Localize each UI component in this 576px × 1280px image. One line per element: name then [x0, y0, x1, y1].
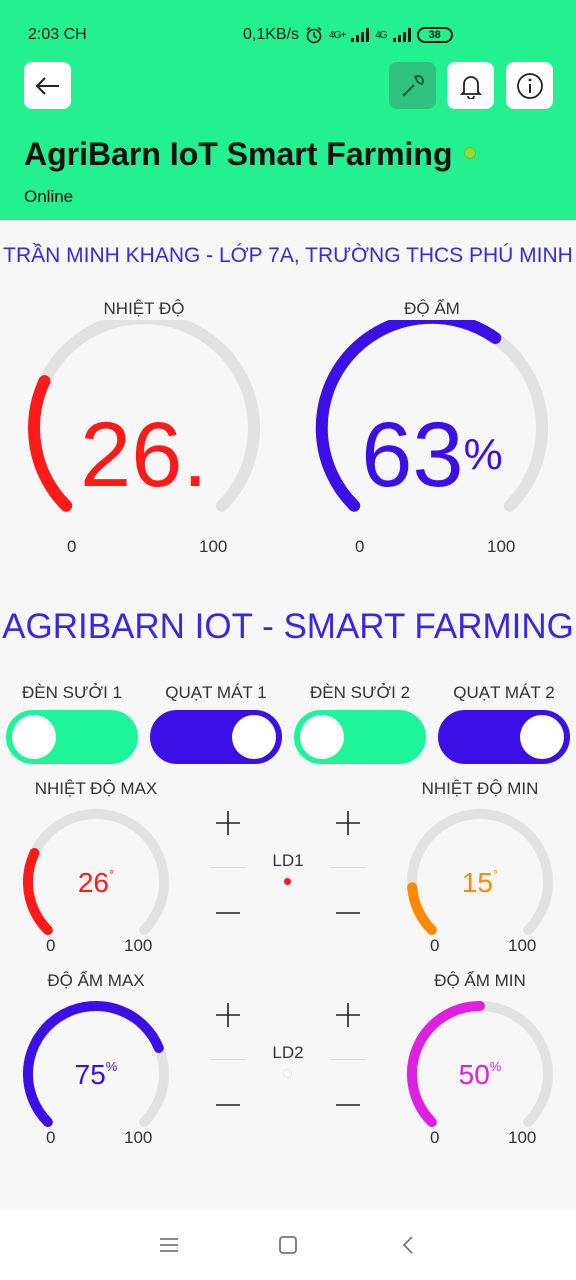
system-nav-bar [0, 1210, 576, 1280]
gauge-value-text: 26 [77, 867, 109, 898]
gauge-value-humidity: 63% [332, 405, 532, 505]
gauge-value-temperature: 26. [44, 405, 244, 505]
gauge-value-hum-max: 75% [46, 1059, 146, 1091]
network-speed: 0,1KB/s [243, 26, 300, 43]
toggle-knob [300, 715, 344, 759]
gauge-max-label: 100 [487, 537, 516, 556]
gauge-value-hum-min: 50% [430, 1059, 530, 1091]
author-subtitle: TRẦN MINH KHANG - LỚP 7A, TRƯỜNG THCS PH… [3, 244, 573, 267]
minus-icon[interactable] [333, 898, 363, 928]
gauge-fill-humidity [315, 320, 502, 512]
stepper-divider [210, 1059, 246, 1060]
signal-icon [351, 28, 370, 42]
gauge-min-label: 0 [46, 1128, 56, 1147]
signal-label-2: 4G [375, 29, 387, 41]
gauge-unit: ° [108, 867, 115, 882]
status-icons: 0,1KB/s 4G+ 4G 38 [243, 26, 453, 44]
plus-icon[interactable] [333, 1000, 363, 1030]
gauge-label-temperature: NHIỆT ĐỘ [103, 299, 185, 318]
signal-label-1: 4G+ [329, 29, 346, 41]
toggle-fan-2[interactable] [438, 710, 570, 764]
arrow-left-icon [35, 76, 59, 95]
gauge-unit: % [105, 1059, 118, 1074]
back-button[interactable] [24, 62, 71, 109]
gauge-label-temp-max: NHIỆT ĐỘ MAX [34, 779, 158, 798]
gauge-label-humidity: ĐỘ ẨM [404, 299, 460, 318]
gauge-max-label: 100 [508, 1128, 537, 1147]
led-indicator-ld2 [283, 1069, 292, 1078]
gauge-min-label: 0 [355, 537, 365, 556]
info-button[interactable] [506, 62, 553, 109]
minus-icon[interactable] [333, 1090, 363, 1120]
gauge-min-label: 0 [67, 537, 77, 556]
info-icon [516, 72, 543, 99]
status-time: 2:03 CH [28, 26, 87, 43]
gauge-unit: ° [492, 867, 499, 882]
gauge-label-hum-max: ĐỘ ẨM MAX [47, 971, 145, 990]
battery-indicator: 38 [416, 27, 453, 43]
plus-icon[interactable] [213, 1000, 243, 1030]
minus-icon[interactable] [213, 898, 243, 928]
gauge-max-label: 100 [508, 936, 537, 955]
gauge-value-temp-max: 26° [46, 867, 146, 899]
toggle-fan-1[interactable] [150, 710, 282, 764]
gauge-min-label: 0 [430, 936, 440, 955]
gauge-max-label: 100 [199, 537, 228, 556]
gauge-value-temp-min: 15° [430, 867, 530, 899]
toggle-knob [232, 715, 276, 759]
toggle-heater-1[interactable] [6, 710, 138, 764]
toggle-label: QUẠT MÁT 2 [453, 683, 555, 702]
large-gauges [28, 320, 548, 512]
gauge-value-text: 63 [361, 404, 464, 506]
gauge-max-label: 100 [124, 1128, 153, 1147]
status-bar: 2:03 CH 0,1KB/s 4G+ 4G 38 [0, 22, 576, 48]
section-title: AGRIBARN IOT - SMART FARMING [2, 607, 574, 646]
stepper-divider [210, 867, 246, 868]
app-title: AgriBarn IoT Smart Farming [24, 136, 453, 172]
gauge-unit: % [489, 1059, 502, 1074]
led-label: LD1 [272, 851, 304, 870]
toggle-label: ĐÈN SƯỞI 2 [310, 683, 410, 702]
gauge-label-hum-min: ĐỘ ẨM MIN [434, 971, 526, 990]
stepper-divider [330, 1059, 366, 1060]
gauge-value-text: 75 [74, 1059, 106, 1090]
gauge-min-label: 0 [430, 1128, 440, 1147]
signal-icon [392, 28, 411, 42]
led-indicator-ld1 [284, 878, 291, 885]
gauge-value-text: 15 [461, 867, 493, 898]
led-label: LD2 [272, 1043, 304, 1062]
online-indicator [464, 147, 476, 159]
plus-icon[interactable] [333, 808, 363, 838]
gauge-value-text: 26. [80, 404, 208, 506]
stepper-divider [330, 867, 366, 868]
gauge-unit: % [463, 430, 503, 479]
toggle-knob [520, 715, 564, 759]
home-icon[interactable] [278, 1235, 298, 1255]
notifications-button[interactable] [447, 62, 494, 109]
alarm-icon [306, 26, 322, 44]
app-header: 2:03 CH 0,1KB/s 4G+ 4G 38 AgriBarn IoT S… [0, 0, 576, 220]
gauge-max-label: 100 [124, 936, 153, 955]
bell-icon [459, 75, 482, 99]
gauge-fill-temperature [28, 375, 73, 512]
small-gauges [22, 809, 553, 1128]
gauge-min-label: 0 [46, 936, 56, 955]
gauge-fill-temp-min [407, 882, 437, 936]
connection-status: Online [24, 187, 74, 206]
gauge-value-text: 50 [458, 1059, 490, 1090]
toggle-label: QUẠT MÁT 1 [165, 683, 267, 702]
gauge-fill-temp-max [23, 848, 53, 936]
gauge-fill-hum-min [406, 1001, 485, 1128]
toggle-heater-2[interactable] [294, 710, 426, 764]
back-nav-icon[interactable] [400, 1235, 416, 1255]
gauge-fill-hum-max [22, 1001, 164, 1128]
settings-button[interactable] [389, 62, 436, 109]
gauge-label-temp-min: NHIỆT ĐỘ MIN [421, 779, 539, 798]
wrench-icon [401, 74, 424, 97]
plus-icon[interactable] [213, 808, 243, 838]
minus-icon[interactable] [213, 1090, 243, 1120]
toggle-knob [12, 715, 56, 759]
menu-icon[interactable] [158, 1235, 180, 1255]
toggle-label: ĐÈN SƯỞI 1 [22, 683, 122, 702]
